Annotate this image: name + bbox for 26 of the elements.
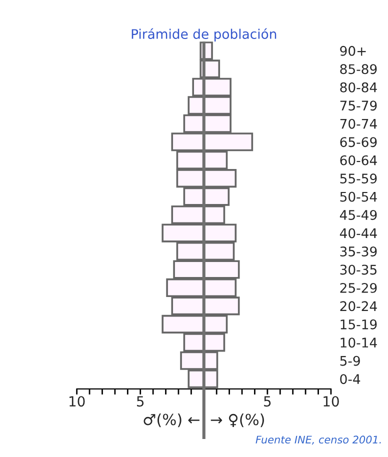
- y-tick-label: 15-19: [340, 319, 377, 330]
- chart-title: Pirámide de población: [132, 28, 276, 42]
- y-tick-label: 45-49: [340, 210, 377, 220]
- x-tick-label: 5: [137, 396, 144, 407]
- y-tick-label: 80-84: [340, 82, 377, 92]
- y-tick-label: 25-29: [340, 282, 377, 293]
- y-tick-label: 35-39: [340, 246, 377, 256]
- source-note: Fuente INE, censo 2001.: [256, 436, 381, 445]
- y-tick-label: 65-69: [340, 137, 377, 148]
- x-tick-label: 10: [324, 396, 339, 407]
- y-tick-label: 0-4: [340, 374, 360, 384]
- y-tick-label: 40-44: [340, 228, 377, 238]
- y-tick-label: 90+: [340, 46, 366, 56]
- y-tick-label: 10-14: [340, 338, 377, 348]
- y-tick-label: 75-79: [340, 100, 377, 111]
- y-tick-label: 50-54: [340, 192, 377, 202]
- y-tick-label: 60-64: [340, 155, 377, 166]
- y-tick-label: 5-9: [340, 356, 360, 366]
- y-tick-label: 55-59: [340, 174, 377, 184]
- y-tick-label: 70-74: [340, 118, 377, 129]
- y-tick-label: 85-89: [340, 64, 377, 74]
- y-tick-label: 30-35: [340, 264, 376, 275]
- x-axis-title: ♂(%) ← → ♀(%): [144, 413, 264, 428]
- x-tick-label: 10: [70, 396, 85, 407]
- y-tick-label: 20-24: [340, 301, 377, 312]
- x-tick-label: 5: [264, 396, 271, 407]
